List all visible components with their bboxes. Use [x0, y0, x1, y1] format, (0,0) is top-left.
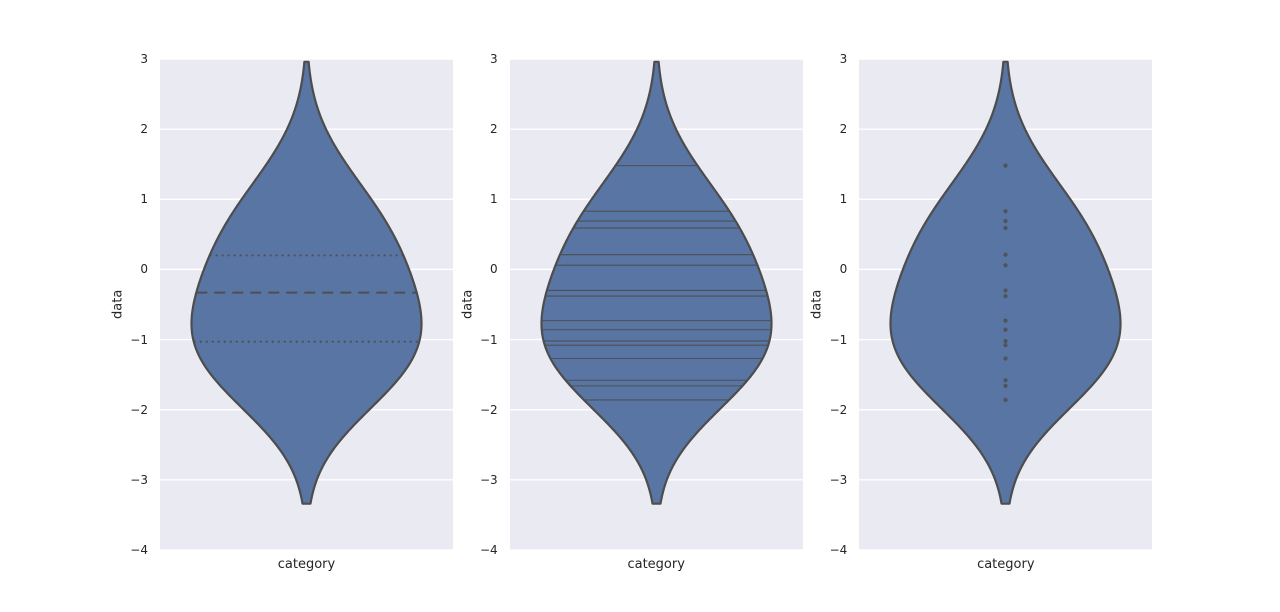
y-tick-label: −1: [829, 332, 848, 347]
y-tick-label: −4: [829, 543, 848, 557]
y-tick-label: −3: [130, 472, 148, 487]
y-tick-label: 3: [490, 52, 498, 66]
plot-area: [859, 59, 1153, 550]
observation-point: [1003, 397, 1008, 402]
observation-point: [1003, 209, 1008, 214]
y-tick-label: −3: [479, 472, 498, 487]
observation-point: [1003, 343, 1008, 348]
y-axis-label: data: [809, 289, 825, 320]
y-tick-label: 3: [839, 52, 848, 66]
y-axis-label: data: [460, 289, 476, 320]
violin-shape: [889, 60, 1122, 505]
y-tick-label: −4: [479, 543, 498, 557]
x-axis-label: category: [277, 557, 336, 572]
observation-point: [1003, 163, 1008, 168]
y-tick-label: −2: [130, 402, 148, 417]
y-tick-label: 0: [140, 262, 148, 277]
y-tick-label: 0: [839, 262, 848, 277]
observation-point: [1003, 225, 1008, 231]
x-axis-label: category: [977, 557, 1035, 572]
violin-shape: [190, 60, 423, 505]
observation-point: [1003, 338, 1008, 344]
observation-point: [1003, 318, 1008, 323]
observation-point: [1003, 252, 1008, 257]
y-tick-label: 2: [490, 122, 498, 137]
y-tick-label: −3: [829, 472, 848, 487]
observation-point: [1003, 383, 1008, 388]
observation-point: [1003, 327, 1008, 332]
observation-point: [1003, 378, 1008, 383]
observation-point: [1003, 218, 1008, 224]
y-tick-label: −1: [479, 332, 498, 347]
y-tick-label: 1: [140, 192, 148, 207]
observation-point: [1003, 263, 1008, 268]
observation-point: [1003, 293, 1008, 299]
y-tick-label: 2: [839, 122, 848, 137]
plot-area: [160, 59, 453, 550]
violin-shape: [540, 60, 773, 505]
y-tick-label: 1: [839, 192, 848, 207]
plot-area: [509, 59, 803, 550]
y-tick-label: −4: [130, 543, 148, 557]
y-tick-label: 3: [140, 52, 148, 66]
y-tick-label: −2: [829, 402, 848, 417]
x-axis-label: category: [627, 557, 685, 572]
y-tick-label: 2: [140, 122, 148, 137]
y-tick-label: 1: [490, 192, 498, 207]
y-tick-label: −1: [130, 332, 148, 347]
y-tick-label: −2: [479, 402, 498, 417]
y-tick-label: 0: [490, 262, 498, 277]
observation-point: [1003, 356, 1008, 361]
y-axis-label: data: [110, 289, 126, 320]
observation-point: [1003, 288, 1008, 293]
